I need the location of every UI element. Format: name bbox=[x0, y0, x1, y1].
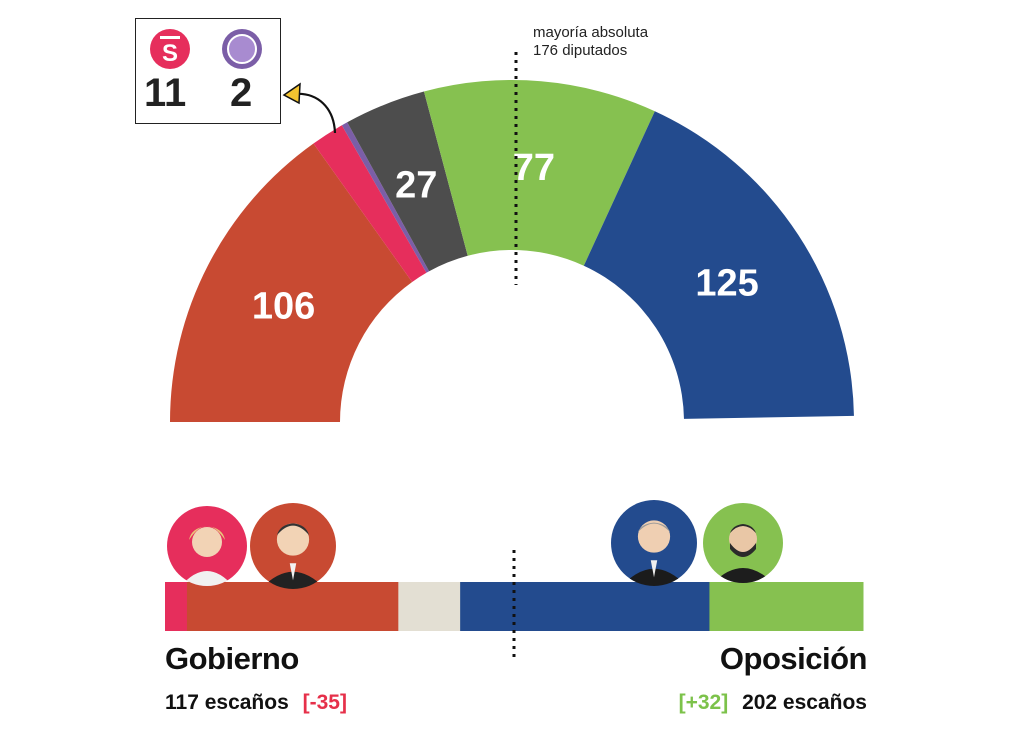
podemos-logo-icon bbox=[222, 29, 262, 69]
hemicycle-segment-2 bbox=[341, 122, 430, 273]
leader-avatar-psoe bbox=[250, 503, 336, 589]
block-seats-gobierno: 117 escaños [-35] bbox=[165, 691, 347, 715]
hemicycle-segment-0 bbox=[170, 143, 413, 422]
hemicycle-segment-5 bbox=[583, 111, 854, 419]
hemicycle-labels: 106 27 77 125 bbox=[252, 147, 759, 327]
bar-segments bbox=[165, 582, 864, 631]
block-title-oposicion: Oposición bbox=[719, 641, 868, 676]
majority-label-line2: 176 diputados bbox=[533, 42, 628, 59]
seats-delta-gobierno: [-35] bbox=[302, 691, 347, 714]
majority-label: mayoría absoluta 176 diputados bbox=[533, 24, 648, 60]
seats-count-gobierno: 117 escaños bbox=[165, 691, 289, 714]
leader-avatar-pp bbox=[611, 500, 697, 586]
hemicycle-label-3: 27 bbox=[395, 164, 437, 206]
bar-segment-3 bbox=[460, 582, 710, 631]
hemicycle-label-5: 125 bbox=[695, 262, 758, 304]
hemicycle-label-4: 77 bbox=[513, 147, 555, 189]
hemicycle-segment-3 bbox=[347, 91, 468, 272]
leader-avatar-vox bbox=[703, 503, 783, 583]
hemicycle-segment-4 bbox=[423, 80, 655, 266]
legend-value-podemos: 2 bbox=[230, 71, 253, 115]
seats-count-oposicion: 202 escaños bbox=[742, 691, 867, 714]
legend-box: S 11 2 bbox=[135, 18, 281, 124]
block-seats-oposicion: [+32] 202 escaños bbox=[679, 691, 867, 715]
hemicycle-segments bbox=[170, 80, 854, 422]
majority-label-line1: mayoría absoluta bbox=[533, 24, 649, 41]
svg-text:S: S bbox=[162, 40, 178, 67]
bar-segment-1 bbox=[186, 582, 399, 631]
bar-segment-0 bbox=[165, 582, 188, 631]
hemicycle-segment-1 bbox=[313, 125, 427, 282]
legend-value-sumar: 11 bbox=[144, 71, 187, 115]
leader-avatar-sumar bbox=[167, 506, 247, 586]
callout-arrow-head-icon bbox=[282, 82, 301, 105]
hemicycle-label-0: 106 bbox=[252, 285, 315, 327]
sumar-logo-icon: S bbox=[150, 29, 190, 69]
seats-delta-oposicion: [+32] bbox=[678, 691, 729, 714]
bar-segment-4 bbox=[709, 582, 864, 631]
block-title-gobierno: Gobierno bbox=[165, 641, 299, 676]
bar-segment-2 bbox=[398, 582, 461, 631]
callout-arrow-icon bbox=[293, 92, 337, 134]
